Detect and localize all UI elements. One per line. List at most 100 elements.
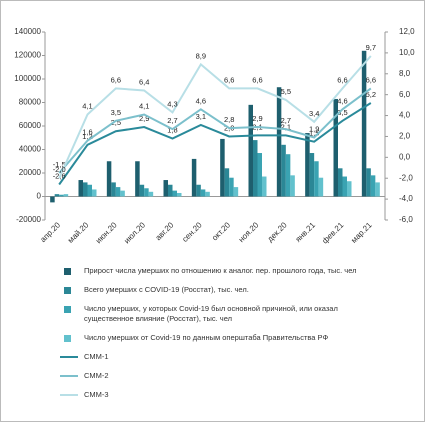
x-tick-label: апр.20 [38,220,62,244]
legend-label: Всего умерших с COVID-19 (Росстат), тыс.… [84,285,249,294]
data-label: 9,7 [366,43,376,52]
data-label: 2,7 [167,116,177,125]
data-label: 3,4 [309,109,319,118]
data-label: 4,6 [196,96,206,105]
legend-item: СММ-1 [60,352,380,362]
y2-tick-label: -2,0 [399,173,413,182]
bar [276,87,282,197]
data-label: 4,3 [167,99,177,108]
bar [257,153,262,197]
y2-tick-label: -6,0 [399,215,413,224]
data-label: 6,6 [252,75,262,84]
data-label: 6,6 [111,75,121,84]
data-label: 1,5 [309,129,319,138]
bar [347,181,352,197]
data-label: 3,5 [111,108,121,117]
bar [59,194,64,197]
x-tick-label: сен.20 [180,220,204,244]
bar [78,180,83,197]
bar [285,154,291,197]
data-label: 4,6 [337,96,347,105]
legend-label: Число умерших от Covid-19 по данным опер… [84,333,329,342]
bar [63,194,69,197]
y2-tick-label: 12,0 [399,27,415,36]
y2-tick-label: 8,0 [399,69,411,78]
bar [144,188,149,197]
bar [163,180,168,197]
bar [253,140,258,197]
data-label: 4,1 [139,101,149,110]
y2-tick-label: 10,0 [399,48,415,57]
x-tick-label: фев.21 [320,220,345,245]
bar [314,161,319,197]
data-label: 3,5 [337,108,347,117]
y2-tick-label: 0,0 [399,152,411,161]
y-tick-label: 40000 [19,145,42,154]
legend-label: СММ-2 [84,371,109,380]
data-label: -2,0 [53,165,66,174]
bar [177,192,182,197]
data-label: 6,4 [139,77,149,86]
x-tick-label: июн.20 [94,220,119,245]
y-tick-label: 120000 [14,51,41,60]
y-tick-label: 140000 [14,27,41,36]
data-label: 1,6 [82,128,92,137]
legend-swatch [60,371,78,381]
line [58,87,372,174]
y-tick-label: -20000 [16,215,41,224]
bar [168,184,173,197]
y-tick-label: 80000 [19,98,42,107]
line [58,102,372,186]
data-label: 3,1 [196,112,206,121]
bar [115,187,121,197]
data-label: 2,9 [139,114,149,123]
legend-label: Число умерших, у которых Covid-19 был ос… [84,304,338,323]
y2-tick-label: -4,0 [399,194,413,203]
line [58,55,372,179]
y2-tick-label: 2,0 [399,132,411,141]
legend-swatch [60,285,78,295]
x-tick-label: авг.20 [154,220,176,242]
bar [120,190,125,197]
bar [139,184,145,197]
data-label: 6,6 [224,75,234,84]
bar [148,191,154,197]
x-tick-label: май.20 [66,220,91,245]
bar [50,196,55,203]
y-tick-label: 0 [37,192,42,201]
data-label: 2,8 [224,115,234,124]
x-tick-label: июл.20 [122,220,147,245]
bar [106,161,112,197]
data-label: 5,2 [366,90,376,99]
data-label: 2,9 [252,114,262,123]
legend-item: Прирост числа умерших по отношению к ана… [60,266,380,276]
legend-swatch [60,304,78,314]
bar [224,168,230,197]
bar [229,177,234,197]
legend: Прирост числа умерших по отношению к ана… [60,266,380,409]
data-label: 8,9 [196,51,206,60]
data-label: 1,9 [309,124,319,133]
bar [305,133,310,197]
bar [318,177,324,197]
y-tick-label: 20000 [19,168,42,177]
y2-tick-label: 6,0 [399,90,411,99]
bar [83,182,88,197]
y-tick-label: 100000 [14,74,41,83]
legend-label: СММ-3 [84,390,109,399]
legend-label: Прирост числа умерших по отношению к ана… [84,266,357,275]
x-tick-label: янв.21 [294,220,318,244]
legend-label: СММ-1 [84,352,109,361]
bar [333,98,338,197]
x-tick-label: дек.20 [266,220,290,244]
bar [309,153,315,197]
legend-item: Число умерших от Covid-19 по данным опер… [60,333,380,343]
bar [361,50,367,197]
data-label: 5,5 [281,87,291,96]
bar [196,184,201,197]
bar [205,191,210,197]
bar [135,161,140,197]
bar [172,190,177,197]
